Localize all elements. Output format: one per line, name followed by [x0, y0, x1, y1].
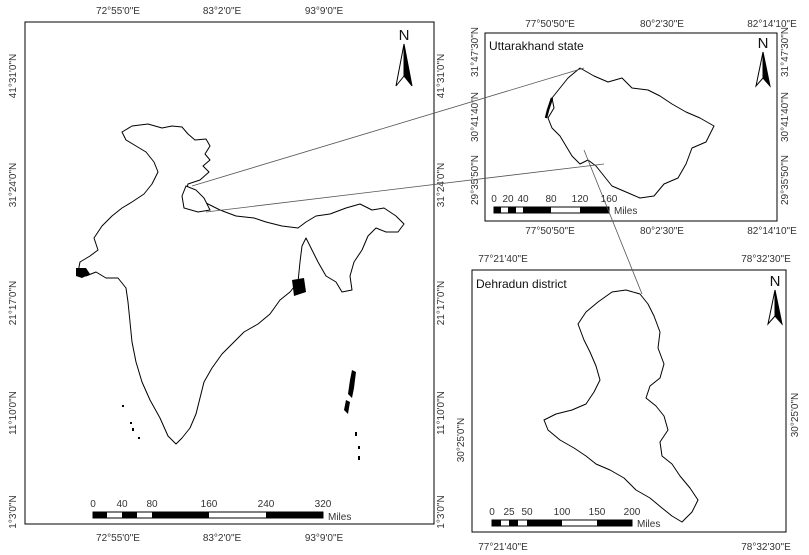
india-scale-label-2: 80: [146, 499, 158, 510]
india-east-delta-patch: [292, 278, 306, 296]
ddn-left-tick-1: 30°25'0"N: [456, 418, 467, 463]
ddn-scale-label-2: 50: [521, 507, 533, 518]
uttarakhand-outline: [547, 67, 715, 199]
ddn-north-letter: N: [770, 273, 781, 290]
ddn-scale-label-1: 25: [503, 507, 515, 518]
india-left-tick-3: 21°17'0"N: [8, 281, 19, 326]
uk-scale-label-0: 0: [491, 194, 497, 205]
india-map-frame: [24, 21, 435, 525]
uk-left-tick-1: 31°47'30"N: [470, 27, 481, 77]
india-map-panel: 72°55'0"E 83°2'0"E 93°9'0"E 72°55'0"E 83…: [8, 6, 447, 544]
connector-india-to-state-top: [191, 67, 585, 187]
uk-scale-label-3: 80: [545, 194, 557, 205]
dehradun-map-panel: Dehradun district 77°21'40"E 78°32'30"E …: [456, 254, 801, 553]
india-left-tick-5: 1°3'0"N: [8, 495, 19, 528]
uk-scale-label-2: 40: [517, 194, 529, 205]
india-bottom-tick-1: 72°55'0"E: [96, 533, 140, 544]
india-top-tick-1: 72°55'0"E: [96, 6, 140, 17]
ddn-scale-label-3: 100: [554, 507, 571, 518]
uttarakhand-title: Uttarakhand state: [489, 39, 584, 53]
ddn-scale-label-5: 200: [624, 507, 641, 518]
uk-right-tick-3: 29°35'50"N: [780, 155, 791, 205]
india-left-tick-2: 31°24'0"N: [8, 163, 19, 208]
ddn-top-tick-1: 77°21'40"E: [478, 254, 528, 265]
uk-left-tick-2: 30°41'40"N: [470, 92, 481, 142]
connector-state-to-district: [583, 149, 643, 295]
ddn-scale-label-4: 150: [589, 507, 606, 518]
ddn-bottom-tick-2: 78°32'30"E: [741, 542, 791, 553]
india-scale-label-0: 0: [90, 499, 96, 510]
uk-scale-label-4: 120: [572, 194, 589, 205]
india-uttarakhand-highlight: [181, 185, 211, 213]
uttarakhand-north-arrow-icon: N: [755, 35, 771, 88]
uk-bottom-tick-2: 80°2'30"E: [640, 226, 684, 237]
india-north-letter: N: [399, 27, 410, 44]
india-north-arrow-icon: N: [395, 27, 413, 87]
india-bottom-tick-2: 83°2'0"E: [203, 533, 242, 544]
dehradun-scale-bar: 0 25 50 100 150 200 Miles: [489, 507, 660, 530]
dehradun-title: Dehradun district: [476, 277, 567, 291]
india-top-tick-2: 83°2'0"E: [203, 6, 242, 17]
ddn-right-tick-1: 30°25'0"N: [790, 393, 801, 438]
india-scale-bar: 0 40 80 160 240 320 Miles: [90, 499, 351, 523]
india-left-tick-1: 41°31'0"N: [8, 54, 19, 99]
uk-bottom-tick-1: 77°50'50"E: [525, 226, 575, 237]
uk-right-tick-2: 30°41'40"N: [780, 92, 791, 142]
india-scale-unit: Miles: [328, 512, 351, 523]
lakshadweep-islands: [122, 405, 140, 439]
uk-scale-unit: Miles: [614, 206, 637, 217]
uk-scale-label-5: 160: [601, 194, 618, 205]
india-right-tick-4: 11°10'0"N: [436, 391, 447, 435]
uttarakhand-scale-bar: 0 20 40 80 120 160 Miles: [491, 194, 637, 217]
india-right-tick-3: 21°17'0"N: [436, 281, 447, 326]
india-scale-label-1: 40: [116, 499, 128, 510]
ddn-top-tick-2: 78°32'30"E: [741, 254, 791, 265]
connector-lines: [191, 67, 643, 295]
dehradun-outline: [543, 289, 699, 523]
uk-bottom-tick-3: 82°14'10"E: [747, 226, 797, 237]
dehradun-north-arrow-icon: N: [767, 273, 783, 326]
uk-left-tick-3: 29°35'50"N: [470, 155, 481, 205]
india-right-tick-5: 1°3'0"N: [436, 495, 447, 528]
uttarakhand-map-frame: [484, 32, 778, 222]
dehradun-map-frame: [471, 269, 787, 533]
ddn-bottom-tick-1: 77°21'40"E: [478, 542, 528, 553]
india-west-coast-patch: [76, 268, 90, 278]
uk-top-tick-3: 82°14'10"E: [747, 19, 797, 30]
india-bottom-tick-3: 93°9'0"E: [305, 533, 344, 544]
india-scale-label-5: 320: [315, 499, 332, 510]
uk-north-letter: N: [758, 35, 769, 52]
andaman-nicobar-islands: [344, 370, 360, 460]
india-right-tick-1: 41°31'0"N: [436, 54, 447, 99]
uttarakhand-map-panel: Uttarakhand state 77°50'50"E 80°2'30"E 8…: [470, 19, 797, 237]
uk-right-tick-1: 31°47'30"N: [780, 27, 791, 77]
uk-scale-label-1: 20: [502, 194, 514, 205]
dehradun-highlight-in-state: [544, 97, 554, 119]
india-scale-label-4: 240: [258, 499, 275, 510]
india-right-tick-2: 31°24'0"N: [436, 163, 447, 208]
india-outline: [77, 123, 405, 445]
uk-top-tick-1: 77°50'50"E: [525, 19, 575, 30]
india-left-tick-4: 11°10'0"N: [8, 391, 19, 435]
ddn-scale-unit: Miles: [637, 519, 660, 530]
uk-top-tick-2: 80°2'30"E: [640, 19, 684, 30]
connector-india-to-state-bottom: [205, 163, 605, 213]
ddn-scale-label-0: 0: [489, 507, 495, 518]
india-top-tick-3: 93°9'0"E: [305, 6, 344, 17]
india-scale-label-3: 160: [201, 499, 218, 510]
